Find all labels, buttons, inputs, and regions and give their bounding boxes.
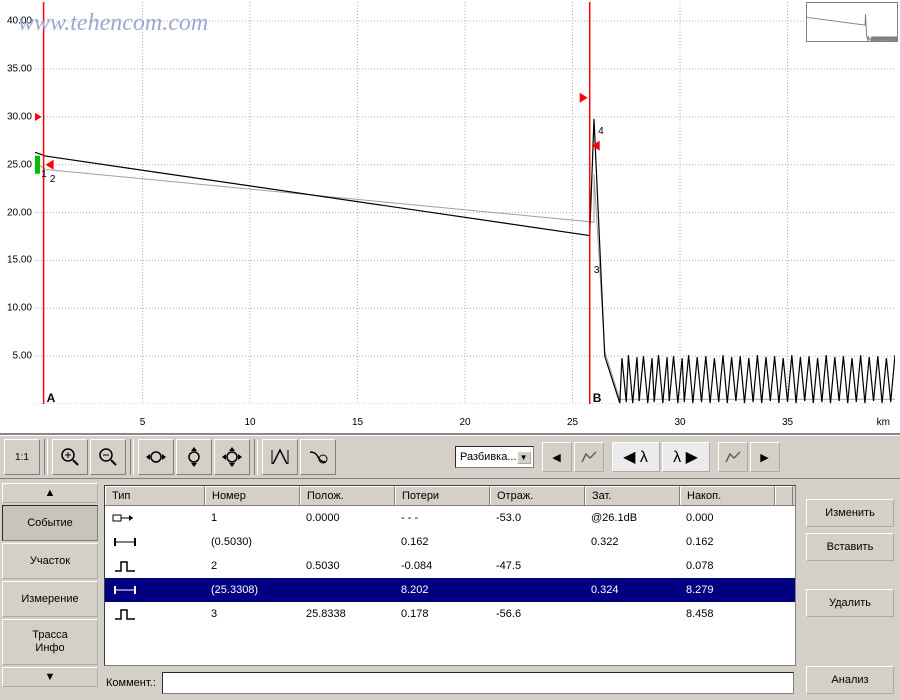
svg-text:B: B (593, 391, 602, 404)
delete-button[interactable]: Удалить (806, 589, 894, 617)
zoom-out-button[interactable] (90, 439, 126, 475)
zoom-all-button[interactable] (214, 439, 250, 475)
zoom-vert-button[interactable] (176, 439, 212, 475)
table-header-5[interactable]: Зат. (585, 486, 680, 505)
next-trace-button[interactable]: ▶ (750, 442, 780, 472)
peak-button[interactable] (262, 439, 298, 475)
edit-button[interactable]: Изменить (806, 499, 894, 527)
comment-row: Коммент.: (104, 666, 796, 696)
tab-scroll-down[interactable]: ▼ (2, 667, 98, 687)
table-row[interactable]: (0.5030)0.1620.3220.162 (105, 530, 795, 554)
x-axis: 5101520253035km (35, 415, 895, 433)
tab-event[interactable]: Событие (2, 505, 98, 541)
table-row[interactable]: 20.5030-0.084-47.50.078 (105, 554, 795, 578)
table-body[interactable]: 10.0000- - --53.0@26.1dB0.000(0.5030)0.1… (105, 506, 795, 665)
analyze-button[interactable]: Анализ (806, 666, 894, 694)
svg-text:4: 4 (598, 126, 604, 137)
right-button-bar: Изменить Вставить Удалить Анализ (800, 479, 900, 700)
svg-text:3: 3 (594, 265, 600, 276)
zoom-in-button[interactable] (52, 439, 88, 475)
tab-section[interactable]: Участок (2, 543, 98, 579)
table-header-3[interactable]: Потери (395, 486, 490, 505)
loss-button[interactable] (300, 439, 336, 475)
toolbar: 1:1 Разбивка... ◀ ◀ λ λ ▶ ▶ (0, 435, 900, 479)
y-axis: 5.0010.0015.0020.0025.0030.0035.0040.00 (0, 0, 35, 404)
bottom-panel: ▲ Событие Участок Измерение ТрассаИнфо ▼… (0, 479, 900, 700)
insert-button[interactable]: Вставить (806, 533, 894, 561)
comment-input[interactable] (162, 672, 794, 694)
lambda-next-button[interactable]: λ ▶ (662, 442, 710, 472)
table-header-6[interactable]: Накоп. (680, 486, 775, 505)
tab-trace-info[interactable]: ТрассаИнфо (2, 619, 98, 665)
event-table-container: ТипНомерПолож.ПотериОтраж.Зат.Накоп. 10.… (100, 479, 800, 700)
plot-area[interactable]: A B 12 3 4 (35, 2, 895, 404)
trace-icon-button[interactable] (574, 442, 604, 472)
table-header: ТипНомерПолож.ПотериОтраж.Зат.Накоп. (105, 486, 795, 506)
table-header-1[interactable]: Номер (205, 486, 300, 505)
left-tab-bar: ▲ Событие Участок Измерение ТрассаИнфо ▼ (0, 479, 100, 700)
table-row[interactable]: 10.0000- - --53.0@26.1dB0.000 (105, 506, 795, 530)
table-row[interactable]: 325.83380.178-56.68.458 (105, 602, 795, 626)
overview-thumbnail[interactable] (806, 2, 898, 42)
tab-scroll-up[interactable]: ▲ (2, 483, 98, 503)
table-header-4[interactable]: Отраж. (490, 486, 585, 505)
svg-text:2: 2 (50, 174, 56, 185)
split-combo[interactable]: Разбивка... (455, 446, 534, 468)
table-header-2[interactable]: Полож. (300, 486, 395, 505)
svg-text:A: A (47, 391, 56, 404)
table-header-0[interactable]: Тип (105, 486, 205, 505)
trace-icon2-button[interactable] (718, 442, 748, 472)
zoom-1-1-button[interactable]: 1:1 (4, 439, 40, 475)
comment-label: Коммент.: (106, 677, 156, 689)
zoom-horiz-button[interactable] (138, 439, 174, 475)
table-row[interactable]: (25.3308)8.2020.3248.279 (105, 578, 795, 602)
svg-text:1: 1 (41, 169, 47, 180)
otdr-chart[interactable]: 5.0010.0015.0020.0025.0030.0035.0040.00 … (0, 0, 900, 435)
lambda-prev-button[interactable]: ◀ λ (612, 442, 660, 472)
tab-measurement[interactable]: Измерение (2, 581, 98, 617)
prev-trace-button[interactable]: ◀ (542, 442, 572, 472)
